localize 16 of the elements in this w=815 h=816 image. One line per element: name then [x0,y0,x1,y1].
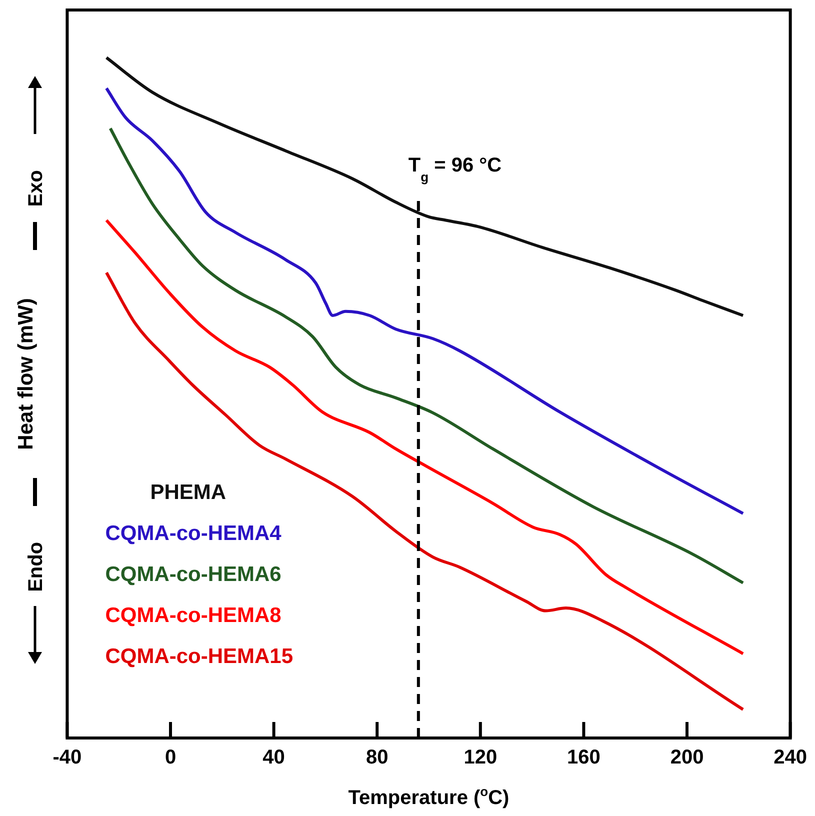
text: Exo [25,170,47,207]
text: CQMA-co-HEMA15 [105,645,294,668]
text: CQMA-co-HEMA6 [105,563,282,586]
x-tick-label: 40 [262,746,285,769]
text: Endo [25,542,47,592]
x-tick-label: 80 [366,746,388,769]
text: CQMA-co-HEMA4 [105,522,282,545]
x-tick-label: 120 [464,746,498,769]
x-tick-label: -40 [52,746,82,769]
y-axis-title: Heat flow (mW) [14,298,38,450]
x-tick-label: 0 [164,746,176,769]
x-tick-label: 200 [670,746,704,769]
x-tick-label: 240 [774,746,808,769]
text: PHEMA [150,481,226,504]
text: CQMA-co-HEMA8 [105,604,282,627]
x-tick-label: 160 [567,746,600,769]
